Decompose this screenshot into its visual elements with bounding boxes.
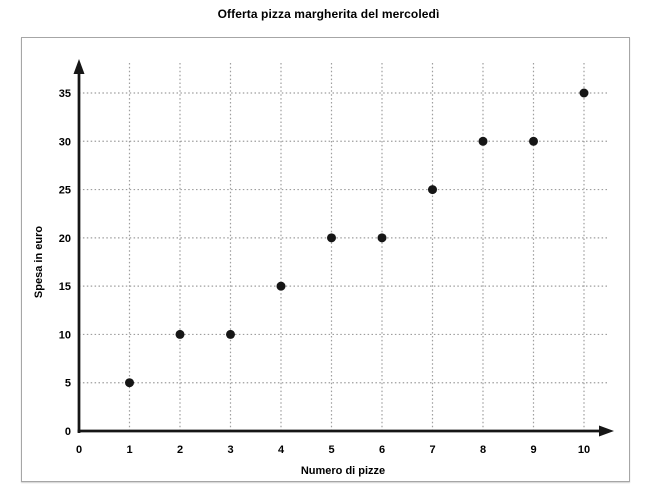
y-tick-label: 35 [59, 88, 71, 100]
x-tick-label: 4 [278, 444, 285, 456]
x-tick-label: 10 [578, 444, 590, 456]
data-point [327, 233, 336, 243]
y-tick-label: 10 [59, 329, 71, 341]
chart-frame: 0 1 2 3 4 5 6 7 8 9 10 0 5 10 15 20 25 30 35 Numero di piz… [21, 37, 630, 482]
data-point [428, 185, 437, 195]
data-point [276, 281, 286, 291]
data-point [529, 136, 538, 146]
data-point-layer [125, 88, 589, 388]
data-point [377, 233, 387, 243]
y-tick-label: 30 [59, 136, 71, 148]
data-point [478, 136, 488, 146]
x-tick-label: 6 [379, 444, 385, 456]
tick-label-layer: 0 1 2 3 4 5 6 7 8 9 10 0 5 10 15 20 25 30 35 [59, 88, 590, 456]
x-tick-label: 0 [76, 444, 82, 456]
y-axis-arrow-icon [73, 59, 85, 74]
x-tick-label: 8 [480, 444, 486, 456]
data-point [579, 88, 589, 98]
x-axis-arrow-icon [599, 425, 614, 437]
x-tick-label: 9 [530, 444, 536, 456]
x-tick-label: 7 [429, 444, 435, 456]
y-tick-label: 0 [65, 426, 71, 438]
data-point [175, 329, 185, 339]
chart-title: Offerta pizza margherita del mercoledì [217, 7, 440, 21]
data-point [226, 329, 235, 339]
y-axis-title: Spesa in euro [33, 226, 45, 298]
y-tick-label: 15 [59, 281, 71, 293]
y-tick-label: 5 [65, 378, 71, 390]
plot-area: 0 1 2 3 4 5 6 7 8 9 10 0 5 10 15 20 25 30 35 Numero di piz… [33, 59, 614, 477]
data-point [125, 378, 134, 388]
gridline-layer [79, 63, 607, 431]
x-tick-label: 1 [126, 444, 132, 456]
x-tick-label: 2 [177, 444, 183, 456]
x-tick-label: 3 [227, 444, 233, 456]
y-tick-label: 20 [59, 233, 71, 245]
x-tick-label: 5 [328, 444, 334, 456]
x-axis-title: Numero di pizze [301, 465, 385, 477]
y-tick-label: 25 [59, 185, 71, 197]
axis-layer [73, 59, 614, 437]
